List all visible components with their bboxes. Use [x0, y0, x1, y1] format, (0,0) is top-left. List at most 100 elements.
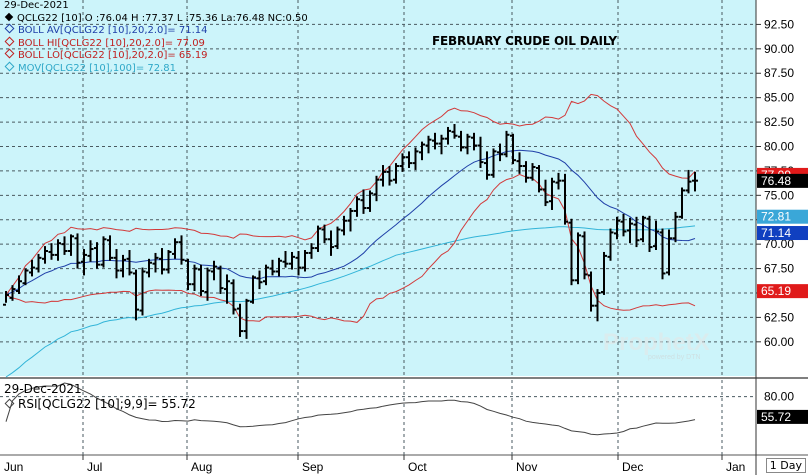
price-bar [152, 252, 159, 273]
price-bar [380, 165, 386, 187]
price-bar [575, 232, 581, 285]
price-bar [230, 279, 237, 315]
price-bar [172, 238, 178, 259]
price-bar [217, 265, 224, 294]
price-bar [633, 216, 640, 248]
price-bar [282, 250, 289, 268]
price-bar [438, 134, 445, 155]
price-bar [289, 251, 295, 270]
price-bar [321, 224, 328, 244]
price-bar [295, 250, 302, 276]
price-bar [432, 132, 438, 150]
price-panel [0, 0, 756, 376]
month-tick-label: Oct [408, 460, 427, 474]
price-bar [256, 270, 263, 290]
price-bar [692, 171, 698, 192]
price-bar [107, 235, 113, 261]
price-bar [35, 253, 42, 273]
rsi-panel [0, 380, 756, 455]
price-bar [360, 189, 367, 214]
price-bar [581, 231, 588, 280]
price-bar [510, 133, 516, 165]
price-bar [302, 250, 308, 272]
rsi-label[interactable]: RSI[QCLG22 [10];9,9]= 55.72 [4, 397, 196, 412]
boll-av-value: 71.14 [761, 226, 791, 240]
price-bar [490, 148, 497, 178]
mov-value: 72.81 [761, 210, 791, 224]
month-tick-label: Jun [4, 460, 23, 474]
price-bar [568, 218, 575, 286]
price-bar [536, 165, 542, 193]
legend-date: 29-Dec-2021 [4, 0, 69, 11]
boll-hi-line [5, 93, 696, 296]
price-tick-label: 85.00 [764, 91, 794, 105]
price-bar [185, 258, 191, 291]
price-tick-label: 75.00 [764, 188, 794, 202]
rsi-last-box [757, 409, 808, 424]
price-bar [666, 229, 672, 276]
price-bar [419, 141, 425, 161]
price-bar [393, 163, 399, 184]
price-bar [113, 249, 120, 279]
price-bar [529, 163, 536, 181]
period-selector[interactable]: 1 Day [765, 458, 806, 473]
price-bar [458, 130, 464, 152]
price-bar [87, 240, 94, 262]
rsi-line [5, 382, 696, 436]
price-bar [425, 135, 432, 154]
price-bar [646, 215, 653, 252]
legend-boll-hi[interactable]: BOLL HI[QCLG22 [10],20,2.0]= 77.09 [4, 36, 308, 51]
price-bar [640, 215, 646, 243]
price-tick-label: 62.50 [764, 310, 794, 324]
price-bar [68, 234, 74, 256]
price-bar [523, 161, 529, 183]
boll-av-box [757, 226, 808, 241]
watermark-brand: ProphetX [603, 329, 710, 356]
price-bar [61, 236, 68, 255]
price-bar [341, 215, 347, 236]
price-bar [237, 303, 243, 337]
price-bar [146, 258, 152, 278]
price-bar [263, 264, 269, 286]
price-bar [243, 298, 250, 339]
price-bar [347, 208, 354, 232]
price-bar [620, 213, 627, 237]
rsi-marker-icon [4, 398, 15, 409]
price-bar [178, 235, 185, 265]
price-tick-label: 82.50 [764, 115, 794, 129]
price-bar [679, 187, 685, 219]
price-tick-label: 87.50 [764, 66, 794, 80]
month-tick-label: Dec [622, 460, 643, 474]
price-bar [22, 268, 29, 286]
legend-mov[interactable]: MOV[QCLG22 [10],100]= 72.81 [4, 61, 308, 76]
price-bar [159, 248, 165, 275]
price-bar [276, 257, 282, 277]
price-bar [445, 126, 451, 145]
price-bar [484, 151, 490, 180]
boll-lo-marker-icon [4, 48, 15, 59]
price-bar [367, 190, 373, 212]
price-bar [211, 260, 217, 281]
price-bar [562, 173, 568, 225]
price-bar [16, 275, 22, 294]
price-tick-label: 60.00 [764, 335, 794, 349]
price-bar [503, 130, 510, 158]
mov-line [5, 225, 696, 378]
legend-boll-lo[interactable]: BOLL LO[QCLG22 [10],20,2.0]= 65.19 [4, 48, 308, 63]
price-bar [250, 275, 256, 304]
price-bar [386, 166, 393, 186]
price-bar [198, 264, 204, 296]
price-bar [334, 226, 341, 250]
rsi-date: 29-Dec-2021 [4, 382, 82, 396]
price-bar [42, 246, 48, 264]
legend-boll-av[interactable]: BOLL AV[QCLG22 [10],20,2.0]= 71.14 [4, 23, 308, 38]
month-tick-label: Sep [302, 460, 324, 474]
month-tick-label: Aug [191, 460, 212, 474]
price-bar [607, 228, 614, 261]
rsi-last-value: 55.72 [761, 410, 791, 424]
price-bar [451, 124, 458, 139]
price-bar [55, 239, 61, 261]
price-bar [204, 267, 211, 301]
price-bar [139, 267, 146, 316]
